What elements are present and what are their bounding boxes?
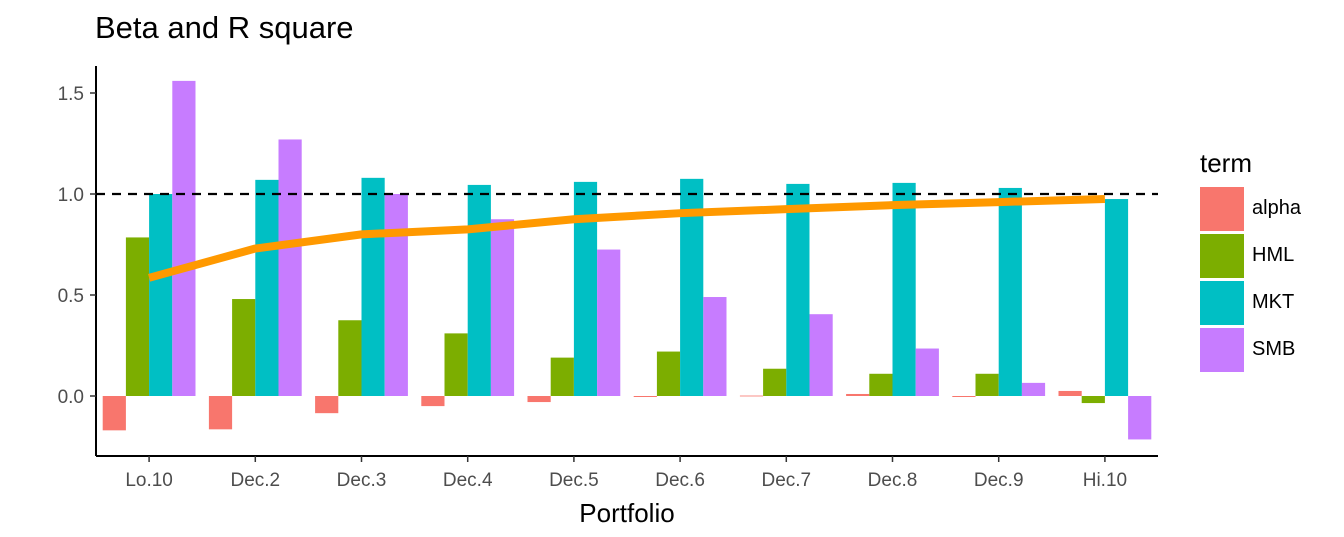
- bar-smb-dec9: [1021, 382, 1046, 396]
- bar-alpha-dec4: [421, 396, 445, 407]
- x-tick-label: Lo.10: [125, 470, 173, 491]
- bar-alpha-dec6: [633, 396, 657, 398]
- bar-smb-dec7: [809, 314, 833, 396]
- bar-mkt-dec5: [573, 181, 598, 396]
- bar-hml-hi10: [1081, 396, 1105, 404]
- bar-mkt-lo10: [149, 194, 173, 396]
- legend-key-mkt: [1200, 280, 1244, 325]
- legend-item-mkt: MKT: [1200, 279, 1301, 326]
- bar-smb-lo10: [172, 80, 196, 396]
- bar-alpha-dec7: [739, 395, 764, 397]
- chart-title: Beta and R square: [95, 10, 354, 45]
- y-tick-label: 1.0: [58, 185, 84, 206]
- bar-hml-lo10: [125, 237, 150, 396]
- x-axis-label: Portfolio: [579, 498, 675, 528]
- y-tick-label: 1.5: [58, 84, 84, 105]
- bar-mkt-dec2: [255, 179, 279, 396]
- y-tick-label: 0.5: [58, 286, 84, 307]
- legend-label: HML: [1252, 244, 1295, 266]
- bar-alpha-dec5: [527, 396, 551, 403]
- bar-alpha-hi10: [1058, 390, 1082, 396]
- bar-smb-dec5: [597, 249, 621, 396]
- legend-key-hml: [1200, 233, 1244, 278]
- r-square-line: [148, 195, 1106, 282]
- bar-mkt-hi10: [1104, 199, 1129, 396]
- x-tick-label: Dec.4: [443, 470, 493, 491]
- x-tick-label: Dec.5: [549, 470, 599, 491]
- bar-mkt-dec4: [467, 184, 491, 396]
- x-tick-label: Dec.9: [974, 470, 1024, 491]
- bar-mkt-dec3: [361, 177, 385, 396]
- bar-alpha-dec9: [952, 396, 976, 398]
- legend-label: alpha: [1252, 197, 1301, 219]
- bar-hml-dec6: [656, 351, 681, 396]
- x-tick-label: Dec.8: [868, 470, 918, 491]
- bar-hml-dec4: [444, 333, 468, 396]
- x-tick-label: Dec.2: [230, 470, 280, 491]
- bar-alpha-dec2: [208, 396, 233, 430]
- bar-mkt-dec9: [998, 187, 1022, 396]
- bar-smb-dec2: [278, 139, 302, 396]
- y-tick-label: 0.0: [58, 387, 84, 408]
- bar-alpha-lo10: [102, 396, 126, 431]
- bar-smb-dec3: [384, 194, 408, 396]
- bar-alpha-dec8: [846, 393, 870, 396]
- bar-hml-dec3: [338, 320, 362, 396]
- legend-title: term: [1200, 148, 1252, 178]
- legend: term alpha HML MKT SMB: [1200, 148, 1301, 373]
- bar-smb-dec6: [703, 297, 727, 396]
- x-tick-label: Dec.6: [655, 470, 705, 491]
- bar-hml-dec7: [763, 368, 787, 396]
- x-tick-label: Hi.10: [1083, 470, 1127, 491]
- bar-smb-dec8: [915, 348, 939, 396]
- bar-mkt-dec8: [892, 182, 916, 396]
- bar-mkt-dec7: [786, 183, 810, 396]
- x-tick-label: Dec.7: [761, 470, 811, 491]
- bar-hml-dec2: [232, 299, 256, 396]
- legend-key-smb: [1200, 327, 1244, 372]
- bar-alpha-dec3: [315, 396, 339, 414]
- legend-label: SMB: [1252, 338, 1296, 360]
- bar-smb-dec4: [490, 219, 515, 396]
- bar-hml-dec8: [869, 373, 893, 396]
- legend-item-hml: HML: [1200, 232, 1301, 279]
- bar-smb-hi10: [1128, 396, 1152, 440]
- legend-key-alpha: [1200, 186, 1244, 231]
- bar-hml-dec5: [550, 357, 574, 396]
- legend-item-smb: SMB: [1200, 326, 1301, 373]
- x-tick-label: Dec.3: [337, 470, 387, 491]
- legend-label: MKT: [1252, 291, 1295, 313]
- bar-hml-dec9: [975, 373, 999, 396]
- bar-mkt-dec6: [680, 178, 704, 396]
- legend-item-alpha: alpha: [1200, 185, 1301, 232]
